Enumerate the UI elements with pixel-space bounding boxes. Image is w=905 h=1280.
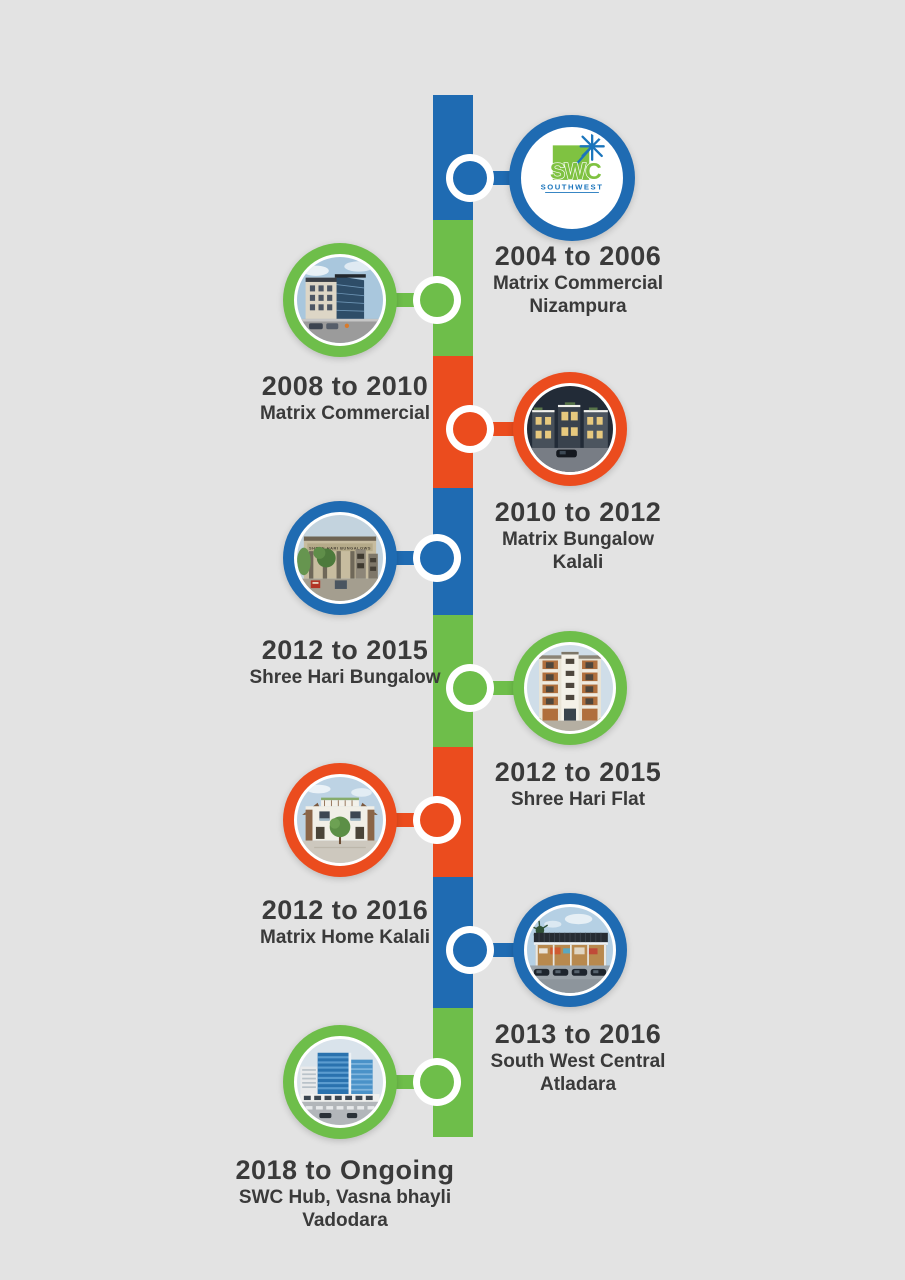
logo-starburst-icon — [576, 131, 605, 164]
milestone-title: 2013 to 2016 — [494, 1019, 662, 1049]
logo-wordmark: SOUTHWEST — [541, 183, 604, 192]
node-dot — [446, 154, 494, 202]
milestone-subtitle: Matrix Home Kalali — [260, 927, 430, 948]
milestone-text-block: 2013 to 2016 South West Central Atladara — [428, 1018, 728, 1096]
node-dot — [446, 405, 494, 453]
node-photo-circle: SHREE HARI BUNGALOWS — [283, 501, 397, 615]
node-photo-circle — [513, 893, 627, 1007]
matrix-bungalow-photo — [527, 386, 613, 472]
logo-tm: TM — [604, 138, 613, 144]
milestone-title: 2018 to Ongoing — [235, 1155, 455, 1185]
milestone-title: 2012 to 2016 — [261, 895, 429, 925]
milestone-subtitle: Vadodara — [302, 1210, 388, 1231]
matrix-home-photo — [297, 777, 383, 863]
milestone-text-block: 2010 to 2012 Matrix Bungalow Kalali — [428, 496, 728, 574]
milestone-text-block: 2012 to 2016 Matrix Home Kalali — [195, 894, 495, 949]
milestone-subtitle: Shree Hari Flat — [510, 789, 646, 810]
milestone-text-block: 2004 to 2006 Matrix Commercial Nizampura — [428, 240, 728, 318]
milestone-text-block: 2008 to 2010 Matrix Commercial — [195, 370, 495, 425]
node-dot — [413, 534, 461, 582]
node-photo-circle: TM SWC SOUTHWEST — [509, 115, 635, 241]
milestone-title: 2010 to 2012 — [494, 497, 662, 527]
milestone-subtitle: Matrix Commercial — [259, 403, 430, 424]
node-photo-circle — [513, 372, 627, 486]
matrix-commercial-photo — [297, 257, 383, 343]
swc-hub-photo — [297, 1039, 383, 1125]
node-dot — [446, 926, 494, 974]
node-photo-circle — [283, 243, 397, 357]
milestone-subtitle: South West Central — [490, 1051, 666, 1072]
milestone-text-block: 2012 to 2015 Shree Hari Flat — [428, 756, 728, 811]
milestone-subtitle: Matrix Commercial — [492, 273, 663, 294]
milestone-subtitle: Shree Hari Bungalow — [249, 667, 441, 688]
node-dot — [413, 276, 461, 324]
shree-hari-bungalow-photo: SHREE HARI BUNGALOWS — [297, 515, 383, 601]
milestone-text-block: 2018 to Ongoing SWC Hub, Vasna bhayli Va… — [195, 1154, 495, 1232]
milestone-subtitle: Atladara — [539, 1074, 617, 1095]
node-photo-circle — [283, 1025, 397, 1139]
milestone-subtitle: SWC Hub, Vasna bhayli — [238, 1187, 452, 1208]
milestone-title: 2012 to 2015 — [494, 757, 662, 787]
milestone-title: 2004 to 2006 — [494, 241, 662, 271]
swc-southwest-logo: TM SWC SOUTHWEST — [524, 130, 620, 226]
node-dot — [446, 664, 494, 712]
milestone-subtitle: Kalali — [552, 552, 604, 573]
milestone-subtitle: Matrix Bungalow — [501, 529, 654, 550]
node-dot — [413, 1058, 461, 1106]
node-photo-circle — [513, 631, 627, 745]
node-photo-circle — [283, 763, 397, 877]
node-dot — [413, 796, 461, 844]
gate-sign-label: SHREE HARI BUNGALOWS — [309, 545, 371, 550]
milestone-title: 2008 to 2010 — [261, 371, 429, 401]
logo-brand: SWC — [550, 158, 601, 184]
shree-hari-flat-photo — [527, 645, 613, 731]
milestone-text-block: 2012 to 2015 Shree Hari Bungalow — [195, 634, 495, 689]
south-west-central-photo — [527, 907, 613, 993]
milestone-title: 2012 to 2015 — [261, 635, 429, 665]
milestone-subtitle: Nizampura — [529, 296, 627, 317]
